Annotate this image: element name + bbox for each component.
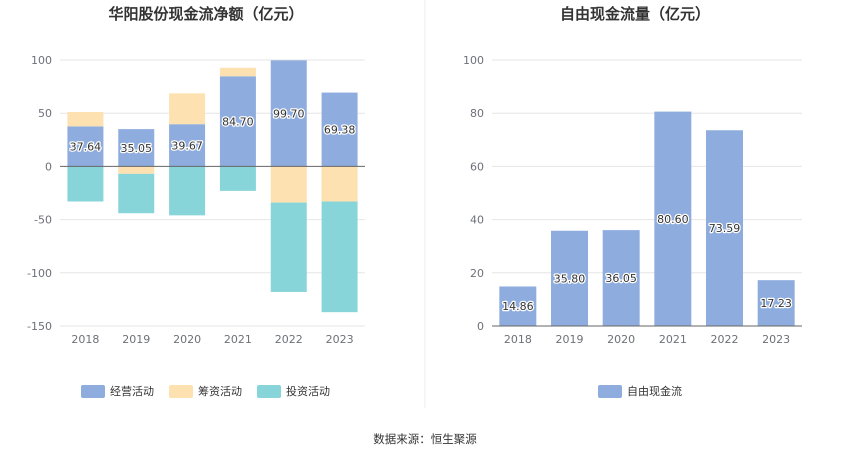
x-tick-label: 2018	[71, 333, 99, 346]
x-tick-label: 2021	[224, 333, 252, 346]
bar-free-2018[interactable]	[499, 286, 537, 326]
bar-investing-2020[interactable]	[169, 166, 206, 216]
legend-item-financing[interactable]: 筹资活动	[169, 384, 242, 398]
left-chart-plot: 100 50 0 -50 -100 -150 37.64 35.05 39.67 84.70 99.…	[27, 54, 365, 346]
bar-value-label: 84.70	[222, 115, 254, 128]
legend-swatch-investing	[257, 385, 281, 398]
bar-free-2023[interactable]	[757, 280, 795, 326]
bar-investing-2023[interactable]	[321, 201, 358, 313]
y-tick-label: -150	[27, 320, 52, 333]
bar-operating-2018[interactable]	[67, 126, 104, 167]
bar-operating-2023[interactable]	[321, 92, 358, 167]
bar-operating-2022[interactable]	[270, 60, 307, 167]
bar-free-2019[interactable]	[551, 230, 588, 326]
legend-swatch-operating	[81, 385, 105, 398]
bar-value-label: 39.67	[171, 139, 203, 152]
y-tick-label: 100	[31, 54, 52, 67]
bar-financing-2020[interactable]	[169, 93, 206, 125]
bar-financing-2021[interactable]	[219, 67, 256, 77]
bar-value-label: 69.38	[324, 123, 356, 136]
legend-label-investing: 投资活动	[286, 384, 330, 398]
bar-value-label: 80.60	[657, 213, 689, 226]
right-chart-title: 自由现金流量（亿元）	[560, 5, 710, 23]
bar-operating-2019[interactable]	[118, 129, 155, 167]
bar-value-label: 99.70	[273, 107, 305, 120]
bar-investing-2019[interactable]	[118, 173, 155, 214]
y-tick-label: 80	[470, 107, 484, 120]
legend-label-free-cash-flow: 自由现金流	[627, 384, 682, 398]
legend-label-operating: 经营活动	[110, 384, 154, 398]
bar-operating-2021[interactable]	[219, 76, 256, 167]
y-tick-label: 0	[45, 160, 52, 173]
bar-investing-2021[interactable]	[219, 166, 256, 191]
x-tick-label: 2019	[556, 333, 584, 346]
y-tick-label: 0	[477, 320, 484, 333]
bar-value-label: 73.59	[709, 222, 741, 235]
legend-item-operating[interactable]: 经营活动	[81, 384, 154, 398]
x-tick-label: 2021	[659, 333, 687, 346]
x-tick-label: 2023	[762, 333, 790, 346]
bar-operating-2020[interactable]	[169, 124, 206, 167]
x-tick-label: 2023	[326, 333, 354, 346]
bar-free-2020[interactable]	[602, 230, 640, 326]
bar-financing-2019[interactable]	[118, 166, 155, 174]
bar-financing-2018[interactable]	[67, 111, 104, 127]
legend-swatch-free-cash-flow	[598, 385, 622, 398]
y-tick-label: 100	[463, 54, 484, 67]
bar-free-2021[interactable]	[654, 111, 692, 326]
bar-investing-2018[interactable]	[67, 166, 104, 202]
legend-label-financing: 筹资活动	[198, 384, 242, 398]
bar-value-label: 17.23	[760, 297, 792, 310]
bar-value-label: 14.86	[502, 300, 534, 313]
y-tick-label: 20	[470, 267, 484, 280]
legend-item-free-cash-flow[interactable]: 自由现金流	[598, 384, 682, 398]
legend-swatch-financing	[169, 385, 193, 398]
left-chart-title: 华阳股份现金流净额（亿元）	[108, 5, 303, 23]
x-tick-label: 2020	[607, 333, 635, 346]
x-tick-label: 2022	[275, 333, 303, 346]
right-chart-plot: 100 80 60 40 20 0 14.86 35.80 36.05 80.60 73.59 17.…	[463, 54, 802, 346]
left-legend: 经营活动 筹资活动 投资活动	[81, 384, 330, 398]
y-tick-label: -100	[27, 267, 52, 280]
bar-value-label: 36.05	[605, 272, 637, 285]
y-tick-label: 60	[470, 160, 484, 173]
bar-value-label: 35.05	[121, 142, 153, 155]
bar-value-label: 37.64	[70, 140, 102, 153]
y-tick-label: 50	[38, 107, 52, 120]
bar-financing-2023[interactable]	[321, 166, 358, 202]
bar-free-2022[interactable]	[706, 130, 743, 326]
data-source-note: 数据来源：恒生聚源	[373, 432, 477, 446]
right-legend: 自由现金流	[598, 384, 682, 398]
bar-value-label: 35.80	[554, 272, 586, 285]
bar-investing-2022[interactable]	[270, 202, 307, 292]
x-tick-label: 2019	[122, 333, 150, 346]
x-tick-label: 2018	[504, 333, 532, 346]
y-tick-label: -50	[34, 214, 52, 227]
legend-item-investing[interactable]: 投资活动	[257, 384, 330, 398]
x-tick-label: 2022	[711, 333, 739, 346]
x-tick-label: 2020	[173, 333, 201, 346]
bar-financing-2022[interactable]	[270, 166, 307, 203]
y-tick-label: 40	[470, 214, 484, 227]
